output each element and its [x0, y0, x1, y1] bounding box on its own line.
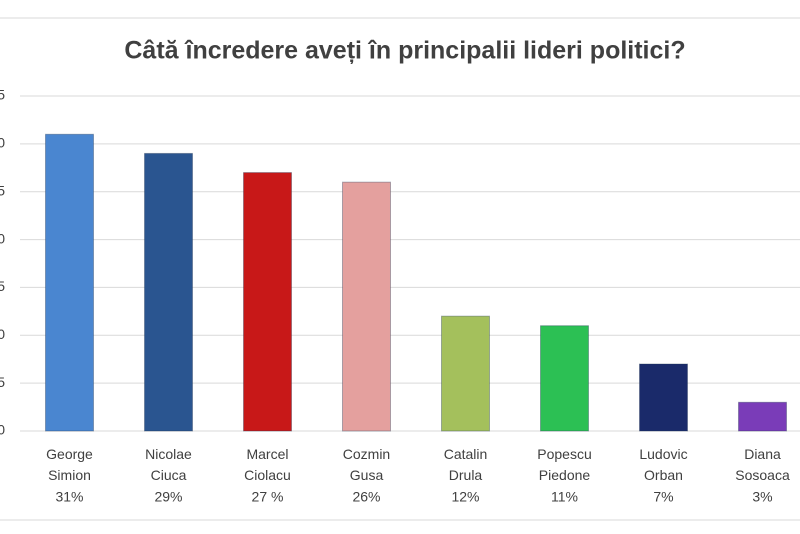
- value-label: 26%: [352, 489, 380, 505]
- y-tick-label: 35: [0, 87, 5, 103]
- bar: [45, 133, 94, 432]
- bar: [639, 363, 688, 432]
- x-tick-label: Nicolae Ciuca: [145, 446, 192, 483]
- y-tick-label: 20: [0, 230, 5, 246]
- value-label: 29%: [154, 489, 182, 505]
- x-tick-label: Marcel Ciolacu: [244, 446, 291, 483]
- x-tick-label: Catalin Drula: [443, 446, 488, 483]
- bar: [441, 315, 490, 432]
- x-tick-label: George Simion: [46, 446, 93, 483]
- y-tick-label: 25: [0, 182, 5, 198]
- y-tick-label: 5: [0, 374, 5, 390]
- x-tick-label: Diana Sosoaca: [735, 446, 790, 483]
- value-label: 11%: [551, 489, 578, 505]
- value-label: 31%: [55, 489, 83, 505]
- bar: [342, 181, 391, 432]
- value-label: 3%: [752, 489, 772, 505]
- x-tick-label: Cozmin Gusa: [342, 446, 391, 483]
- x-tick-label: Ludovic Orban: [639, 446, 688, 483]
- y-tick-label: 30: [0, 135, 5, 151]
- bar: [144, 152, 193, 432]
- value-label: 27 %: [252, 489, 284, 505]
- bar: [540, 325, 589, 432]
- y-tick-label: 10: [0, 326, 5, 342]
- y-tick-label: 15: [0, 278, 5, 294]
- bar: [738, 401, 787, 432]
- chart-title: Câtă încredere aveți în principalii lide…: [124, 37, 685, 65]
- x-tick-label: Popescu Piedone: [537, 446, 592, 483]
- bar: [243, 172, 292, 432]
- value-label: 7%: [653, 489, 673, 505]
- value-label: 12%: [451, 489, 479, 505]
- y-tick-label: 0: [0, 422, 5, 438]
